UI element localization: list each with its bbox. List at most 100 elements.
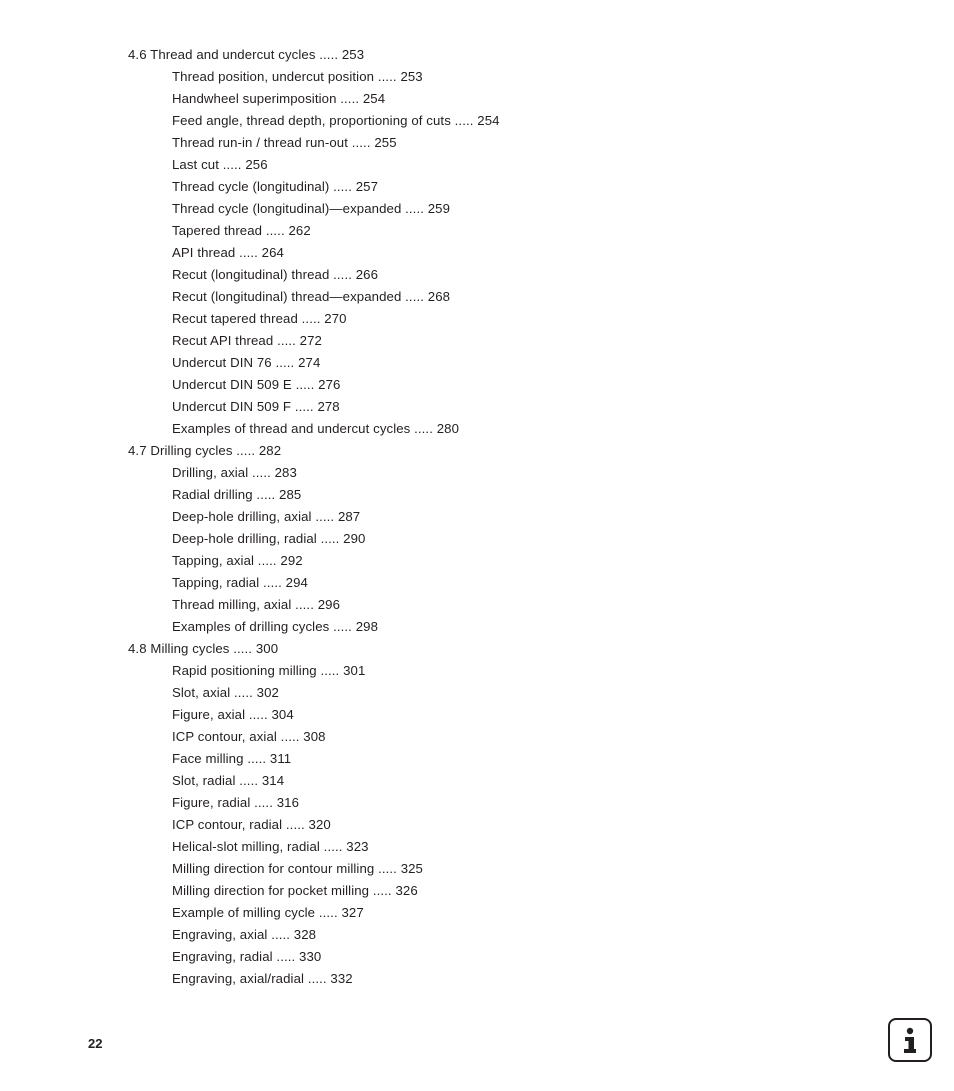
entry-title: Engraving, axial xyxy=(172,927,267,942)
toc-entry: Examples of thread and undercut cycles .… xyxy=(172,418,848,440)
entry-title: Last cut xyxy=(172,157,219,172)
toc-entry: Thread cycle (longitudinal) ..... 257 xyxy=(172,176,848,198)
entry-page: 254 xyxy=(363,91,385,106)
leader-dots: ..... xyxy=(374,861,400,876)
entry-title: Engraving, axial/radial xyxy=(172,971,304,986)
leader-dots: ..... xyxy=(291,597,317,612)
entry-page: 274 xyxy=(298,355,320,370)
leader-dots: ..... xyxy=(401,201,427,216)
entry-title: Example of milling cycle xyxy=(172,905,315,920)
section-title: Milling cycles xyxy=(150,641,229,656)
entry-title: Deep-hole drilling, axial xyxy=(172,509,312,524)
toc-entry: Thread cycle (longitudinal)—expanded ...… xyxy=(172,198,848,220)
entry-title: Rapid positioning milling xyxy=(172,663,317,678)
toc-entry: Slot, axial ..... 302 xyxy=(172,682,848,704)
entry-title: Thread run-in / thread run-out xyxy=(172,135,348,150)
section-page: 253 xyxy=(342,47,364,62)
toc-entry: Example of milling cycle ..... 327 xyxy=(172,902,848,924)
leader-dots: ..... xyxy=(451,113,477,128)
entry-title: Tapping, axial xyxy=(172,553,254,568)
leader-dots: ..... xyxy=(337,91,363,106)
toc-entry: Tapping, axial ..... 292 xyxy=(172,550,848,572)
leader-dots: ..... xyxy=(253,487,279,502)
leader-dots: ..... xyxy=(272,355,298,370)
leader-dots: ..... xyxy=(245,707,271,722)
toc-entry: Recut (longitudinal) thread—expanded ...… xyxy=(172,286,848,308)
entry-title: Milling direction for contour milling xyxy=(172,861,374,876)
toc-entry: ICP contour, axial ..... 308 xyxy=(172,726,848,748)
toc-entry: Milling direction for contour milling ..… xyxy=(172,858,848,880)
leader-dots: ..... xyxy=(329,267,355,282)
leader-dots: ..... xyxy=(329,619,355,634)
entry-title: Undercut DIN 509 E xyxy=(172,377,292,392)
entry-title: Thread milling, axial xyxy=(172,597,291,612)
entry-title: Engraving, radial xyxy=(172,949,273,964)
toc-entry: Milling direction for pocket milling ...… xyxy=(172,880,848,902)
leader-dots: ..... xyxy=(282,817,308,832)
leader-dots: ..... xyxy=(262,223,288,238)
entry-page: 328 xyxy=(294,927,316,942)
entry-page: 256 xyxy=(245,157,267,172)
section-title: Thread and undercut cycles xyxy=(150,47,315,62)
toc-section: 4.8 Milling cycles ..... 300Rapid positi… xyxy=(128,638,848,990)
leader-dots: ..... xyxy=(298,311,324,326)
toc-entry: Tapping, radial ..... 294 xyxy=(172,572,848,594)
entry-page: 304 xyxy=(272,707,294,722)
entry-title: Examples of thread and undercut cycles xyxy=(172,421,410,436)
toc-entry: Rapid positioning milling ..... 301 xyxy=(172,660,848,682)
entry-page: 266 xyxy=(356,267,378,282)
info-icon xyxy=(888,1018,932,1062)
leader-dots: ..... xyxy=(233,443,259,458)
leader-dots: ..... xyxy=(312,509,338,524)
entry-page: 308 xyxy=(303,729,325,744)
leader-dots: ..... xyxy=(369,883,395,898)
entry-title: Recut (longitudinal) thread—expanded xyxy=(172,289,401,304)
toc-entry: Undercut DIN 509 F ..... 278 xyxy=(172,396,848,418)
entry-page: 270 xyxy=(324,311,346,326)
entry-page: 255 xyxy=(374,135,396,150)
toc-entry: Recut tapered thread ..... 270 xyxy=(172,308,848,330)
section-number: 4.6 xyxy=(128,47,147,62)
leader-dots: ..... xyxy=(292,377,318,392)
entry-title: Slot, axial xyxy=(172,685,230,700)
toc-entry: Engraving, axial/radial ..... 332 xyxy=(172,968,848,990)
entry-page: 326 xyxy=(395,883,417,898)
entry-title: Thread cycle (longitudinal) xyxy=(172,179,329,194)
entry-title: Thread position, undercut position xyxy=(172,69,374,84)
leader-dots: ..... xyxy=(273,333,299,348)
entry-title: Drilling, axial xyxy=(172,465,248,480)
toc-entry: Slot, radial ..... 314 xyxy=(172,770,848,792)
entry-page: 320 xyxy=(309,817,331,832)
entry-page: 314 xyxy=(262,773,284,788)
leader-dots: ..... xyxy=(277,729,303,744)
entry-page: 272 xyxy=(300,333,322,348)
entry-title: Recut API thread xyxy=(172,333,273,348)
entry-title: Handwheel superimposition xyxy=(172,91,337,106)
section-title: Drilling cycles xyxy=(150,443,232,458)
toc-entry: Thread milling, axial ..... 296 xyxy=(172,594,848,616)
leader-dots: ..... xyxy=(316,47,342,62)
entry-page: 325 xyxy=(401,861,423,876)
toc-entry: Recut (longitudinal) thread ..... 266 xyxy=(172,264,848,286)
toc-content: 4.6 Thread and undercut cycles ..... 253… xyxy=(128,44,848,990)
toc-section-heading: 4.6 Thread and undercut cycles ..... 253 xyxy=(128,44,848,66)
leader-dots: ..... xyxy=(244,751,270,766)
entry-page: 298 xyxy=(356,619,378,634)
leader-dots: ..... xyxy=(348,135,374,150)
toc-section: 4.7 Drilling cycles ..... 282Drilling, a… xyxy=(128,440,848,638)
toc-entry: Thread position, undercut position .....… xyxy=(172,66,848,88)
entry-page: 290 xyxy=(343,531,365,546)
entry-title: Thread cycle (longitudinal)—expanded xyxy=(172,201,401,216)
toc-section: 4.6 Thread and undercut cycles ..... 253… xyxy=(128,44,848,440)
entry-page: 253 xyxy=(400,69,422,84)
toc-entry: Face milling ..... 311 xyxy=(172,748,848,770)
entry-page: 262 xyxy=(288,223,310,238)
toc-entry: Handwheel superimposition ..... 254 xyxy=(172,88,848,110)
entry-title: Figure, radial xyxy=(172,795,250,810)
section-number: 4.7 xyxy=(128,443,147,458)
entry-title: Tapping, radial xyxy=(172,575,259,590)
toc-entry: Drilling, axial ..... 283 xyxy=(172,462,848,484)
toc-entry: Engraving, radial ..... 330 xyxy=(172,946,848,968)
entry-title: Milling direction for pocket milling xyxy=(172,883,369,898)
toc-entry: Thread run-in / thread run-out ..... 255 xyxy=(172,132,848,154)
